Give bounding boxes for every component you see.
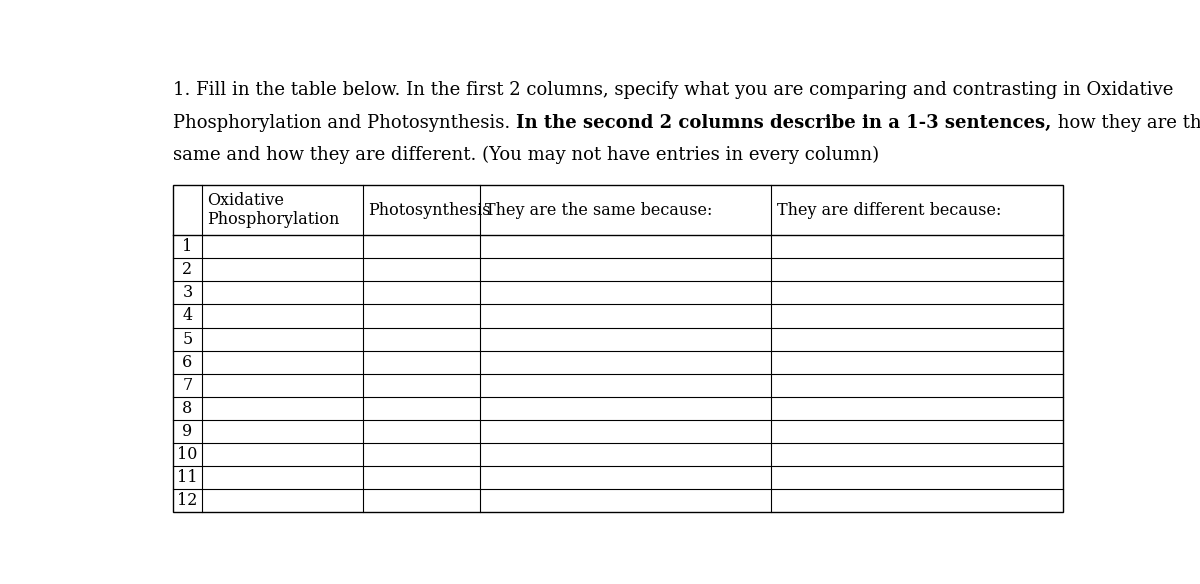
- Text: same and how they are different. (You may not have entries in every column): same and how they are different. (You ma…: [173, 146, 880, 164]
- Text: 7: 7: [182, 377, 193, 394]
- Text: 4: 4: [182, 308, 192, 325]
- Text: 8: 8: [182, 399, 193, 416]
- Text: 9: 9: [182, 423, 193, 440]
- Text: They are the same because:: They are the same because:: [485, 201, 713, 218]
- Text: 1. Fill in the table below. In the first 2 columns, specify what you are compari: 1. Fill in the table below. In the first…: [173, 81, 1174, 99]
- Text: 10: 10: [178, 446, 198, 463]
- Text: 1: 1: [182, 238, 193, 255]
- Text: 5: 5: [182, 331, 193, 347]
- Text: how they are the: how they are the: [1051, 114, 1200, 132]
- Bar: [173, 185, 1063, 512]
- Text: Phosphorylation and Photosynthesis.: Phosphorylation and Photosynthesis.: [173, 114, 516, 132]
- Text: Oxidative
Phosphorylation: Oxidative Phosphorylation: [208, 192, 340, 228]
- Text: 2: 2: [182, 262, 192, 279]
- Text: Photosynthesis: Photosynthesis: [368, 201, 491, 218]
- Text: 11: 11: [178, 468, 198, 486]
- Text: They are different because:: They are different because:: [778, 201, 1002, 218]
- Text: 12: 12: [178, 492, 198, 509]
- Text: In the second 2 columns describe in a 1-3 sentences,: In the second 2 columns describe in a 1-…: [516, 114, 1051, 132]
- Text: 3: 3: [182, 284, 193, 301]
- Text: 6: 6: [182, 353, 193, 370]
